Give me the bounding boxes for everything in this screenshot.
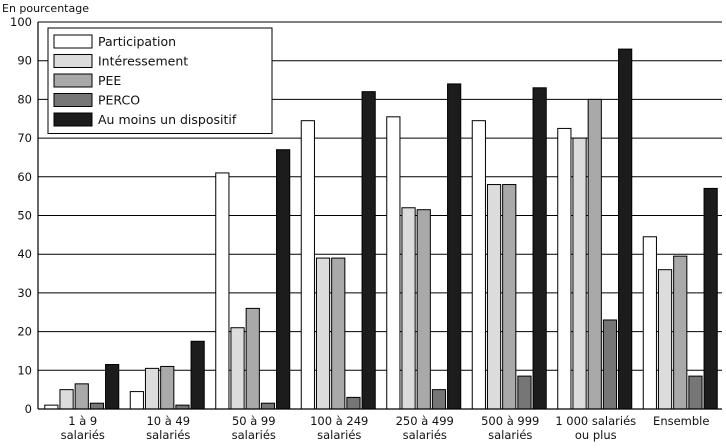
gridlines (38, 21, 722, 371)
x-category-label: 1 à 9 salariés (61, 414, 105, 442)
bar (315, 257, 331, 410)
x-category-label: 10 à 49 salariés (146, 414, 190, 442)
y-tick-label: 70 (17, 131, 32, 145)
bar (190, 340, 205, 410)
bar (688, 375, 703, 410)
y-tick-label: 50 (17, 209, 32, 223)
bar (447, 83, 462, 410)
bar (587, 98, 602, 410)
bar (471, 120, 486, 410)
legend-label: Participation (98, 34, 176, 49)
x-category-label: 50 à 99 salariés (232, 414, 276, 442)
y-tick-label: 90 (17, 54, 32, 68)
x-axis-labels: 1 à 9 salariés 10 à 49 salariés 50 à 99 salar… (61, 414, 710, 442)
x-category-label: 100 à 249 salariés (310, 414, 368, 442)
bar (300, 120, 315, 410)
x-category-label: 1 000 salariés ou plus (555, 414, 636, 442)
y-axis-ticks: 0 10 20 30 40 50 60 70 80 90 100 (10, 15, 32, 416)
bar (144, 367, 160, 410)
bar (532, 87, 547, 410)
y-tick-label: 0 (25, 402, 32, 416)
bar (572, 137, 587, 410)
bar (486, 184, 502, 410)
legend-label: PERCO (98, 93, 140, 108)
x-category-label: 500 à 999 salariés (481, 414, 539, 442)
bar (557, 127, 572, 410)
bar (74, 383, 89, 410)
bar (502, 184, 517, 410)
legend: Participation Intéressement PEE PERCO Au moi… (47, 27, 273, 134)
bar (89, 402, 105, 410)
unit-label: En pourcentage (2, 2, 89, 15)
y-tick-label: 100 (10, 15, 32, 29)
legend-swatch (53, 73, 93, 88)
bar (260, 402, 276, 410)
bar (642, 236, 657, 410)
bar (245, 307, 260, 410)
bar (331, 257, 346, 410)
bar (618, 48, 633, 410)
bar (703, 187, 718, 410)
bar (215, 172, 230, 410)
legend-label: PEE (98, 73, 121, 88)
legend-swatch (53, 54, 93, 68)
bar (160, 365, 175, 410)
y-tick-label: 60 (17, 170, 32, 184)
x-category-label: 250 à 499 salariés (396, 414, 454, 442)
y-tick-label: 30 (17, 286, 32, 300)
bar (230, 327, 245, 410)
y-tick-label: 40 (17, 247, 32, 261)
y-tick-label: 80 (17, 92, 32, 106)
legend-swatch (53, 112, 93, 127)
bar (517, 375, 532, 410)
legend-swatch (53, 34, 93, 49)
legend-label: Intéressement (98, 54, 188, 69)
y-tick-label: 10 (17, 363, 32, 377)
bar (416, 209, 431, 410)
bar (673, 255, 688, 410)
bar (59, 389, 74, 410)
x-category-label: Ensemble (653, 414, 709, 428)
legend-label: Au moins un dispositif (98, 112, 237, 127)
bar (401, 207, 416, 410)
bar (361, 91, 376, 410)
bar (129, 391, 144, 410)
bar (105, 363, 120, 410)
bar (276, 149, 291, 410)
y-tick-label: 20 (17, 325, 32, 339)
bar (346, 396, 361, 410)
bar (602, 319, 618, 410)
legend-swatch (53, 93, 93, 107)
bar (657, 269, 673, 410)
bar (386, 116, 401, 410)
bar (431, 389, 447, 410)
